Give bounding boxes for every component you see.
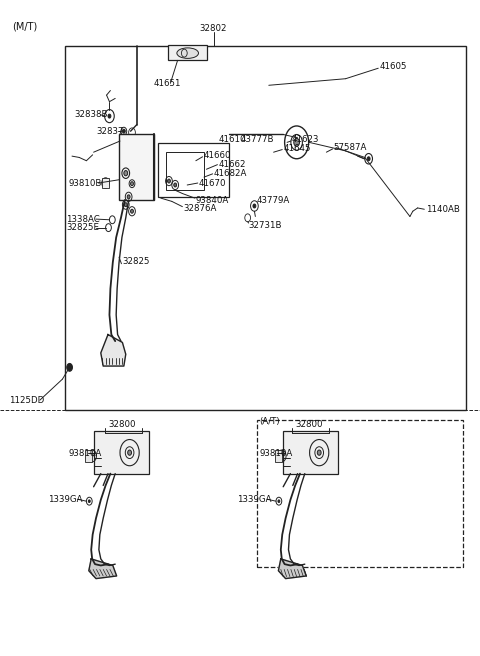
Text: 32802: 32802 <box>200 24 228 33</box>
Circle shape <box>88 500 90 502</box>
Bar <box>168 45 207 60</box>
Circle shape <box>253 204 256 208</box>
Text: 32800: 32800 <box>108 420 136 429</box>
Text: 1338AC: 1338AC <box>66 215 100 224</box>
Circle shape <box>131 182 133 186</box>
Text: (M/T): (M/T) <box>12 22 37 31</box>
Bar <box>158 143 229 197</box>
Circle shape <box>108 114 111 118</box>
Text: 41623: 41623 <box>292 135 319 144</box>
Circle shape <box>124 203 127 207</box>
Circle shape <box>174 183 177 187</box>
Text: 1125DD: 1125DD <box>9 396 44 405</box>
Text: 1339GA: 1339GA <box>237 495 272 504</box>
Polygon shape <box>89 559 117 579</box>
Text: 1339GA: 1339GA <box>48 495 83 504</box>
Text: 1140AB: 1140AB <box>426 205 460 214</box>
Bar <box>257 420 463 567</box>
Text: 32837: 32837 <box>96 127 123 136</box>
Text: 41662: 41662 <box>218 160 246 169</box>
Text: (A/T): (A/T) <box>259 417 280 426</box>
Circle shape <box>122 129 125 133</box>
Bar <box>283 431 338 474</box>
Circle shape <box>67 363 72 371</box>
Text: 43777B: 43777B <box>241 135 275 144</box>
Bar <box>102 178 109 188</box>
Circle shape <box>367 157 370 161</box>
Text: 41605: 41605 <box>379 62 407 72</box>
Circle shape <box>124 171 128 176</box>
Circle shape <box>278 500 280 502</box>
Text: 32876A: 32876A <box>183 204 217 213</box>
Text: 93810A: 93810A <box>69 449 102 458</box>
Circle shape <box>131 209 133 213</box>
Text: 32825E: 32825E <box>66 223 99 232</box>
Text: 93810A: 93810A <box>259 449 292 458</box>
Ellipse shape <box>177 48 199 58</box>
Text: 41682A: 41682A <box>214 169 247 178</box>
Text: 41670: 41670 <box>199 178 226 188</box>
Text: 41660: 41660 <box>204 151 231 160</box>
Polygon shape <box>101 335 126 366</box>
Circle shape <box>294 138 300 146</box>
Circle shape <box>128 450 132 455</box>
Text: 32731B: 32731B <box>249 221 282 230</box>
Bar <box>85 450 92 462</box>
Circle shape <box>317 450 321 455</box>
Text: 41651: 41651 <box>154 79 181 88</box>
Bar <box>166 152 204 190</box>
Text: 32825: 32825 <box>122 257 150 266</box>
Text: 41610: 41610 <box>218 135 246 144</box>
Bar <box>65 46 466 410</box>
Bar <box>119 134 154 200</box>
Text: 93810B: 93810B <box>68 178 102 188</box>
Text: 57587A: 57587A <box>334 143 367 152</box>
Text: 32838B: 32838B <box>74 110 108 119</box>
Text: 32800: 32800 <box>296 420 324 429</box>
Bar <box>275 450 282 462</box>
Bar <box>94 431 149 474</box>
Circle shape <box>168 179 170 183</box>
Text: 93840A: 93840A <box>196 195 229 205</box>
Polygon shape <box>278 559 306 579</box>
Text: 41645: 41645 <box>283 144 311 153</box>
Circle shape <box>127 195 130 199</box>
Text: 43779A: 43779A <box>256 195 289 205</box>
